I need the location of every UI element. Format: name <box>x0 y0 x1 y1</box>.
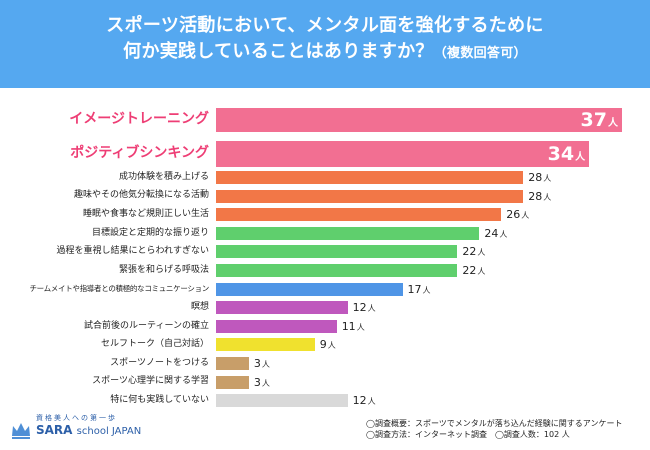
value-unit-3: 人 <box>543 174 552 183</box>
survey-notes: ◯調査概要：スポーツでメンタルが落ち込んだ経験に関するアンケート ◯調査方法：イ… <box>366 418 622 440</box>
value-unit-13: 人 <box>261 360 270 369</box>
title-banner: スポーツ活動において、メンタル面を強化するために 何か実践していることはあります… <box>0 0 650 88</box>
logo-tagline: 資格美人への第一歩 <box>36 414 117 422</box>
value-label-10: 12人 <box>353 301 376 315</box>
category-label-9: チームメイトや指導者との積極的なコミュニケーション <box>29 284 209 294</box>
value-number-14: 3 <box>253 375 261 389</box>
value-number-5: 26 <box>506 208 521 222</box>
category-label-7: 過程を重視し結果にとらわれすぎない <box>56 246 209 257</box>
logo-wordmark: SARA school JAPAN <box>36 423 141 437</box>
value-label-12: 9人 <box>320 338 336 352</box>
value-unit-14: 人 <box>261 378 270 388</box>
value-unit-10: 人 <box>367 304 376 314</box>
value-number-13: 3 <box>253 357 261 370</box>
value-label-11: 11人 <box>342 320 365 334</box>
value-number-11: 11 <box>341 319 356 333</box>
value-label-7: 22人 <box>462 245 485 259</box>
value-unit-8: 人 <box>477 267 486 276</box>
value-number-8: 22 <box>462 264 477 277</box>
value-number-7: 22 <box>462 245 477 259</box>
value-number-6: 24 <box>484 226 499 240</box>
bar-3 <box>216 171 524 184</box>
value-label-5: 26人 <box>506 208 529 222</box>
bar-8 <box>216 264 458 277</box>
category-label-3: 成功体験を積み上げる <box>118 171 209 182</box>
value-label-6: 24人 <box>484 227 507 241</box>
category-label-1: イメージトレーニング <box>69 111 209 128</box>
value-label-8: 22人 <box>462 264 485 278</box>
category-label-10: 瞑想 <box>190 302 209 313</box>
value-number-4: 28 <box>528 189 543 203</box>
category-label-11: 試合前後のルーティーンの確立 <box>83 320 209 331</box>
category-label-13: スポーツノートをつける <box>110 357 209 368</box>
bar-15 <box>216 394 348 408</box>
survey-note-2: ◯調査方法：インターネット調査 ◯調査人数：102 人 <box>366 430 570 439</box>
value-unit-9: 人 <box>422 285 431 295</box>
title-line-1: スポーツ活動において、メンタル面を強化するために <box>106 15 544 36</box>
value-unit-6: 人 <box>499 229 508 239</box>
value-label-14: 3人 <box>254 376 270 390</box>
category-label-14: スポーツ心理学に関する学習 <box>92 376 209 387</box>
bar-4 <box>216 189 524 203</box>
value-unit-5: 人 <box>521 211 530 221</box>
value-label-2: 34人 <box>548 141 585 171</box>
bar-2 <box>216 141 590 167</box>
bar-6 <box>216 226 480 240</box>
category-label-8: 緊張を和らげる呼吸法 <box>118 264 209 275</box>
bar-10 <box>216 301 348 315</box>
bar-9 <box>216 282 403 296</box>
value-label-4: 28人 <box>528 190 551 204</box>
value-unit-2: 人 <box>575 152 586 163</box>
value-unit-7: 人 <box>477 248 486 258</box>
value-number-1: 37 <box>580 109 607 131</box>
logo-brand-suffix: school JAPAN <box>76 426 142 437</box>
value-number-2: 34 <box>547 143 575 165</box>
logo: 資格美人への第一歩 SARA school JAPAN <box>10 413 190 445</box>
value-label-13: 3人 <box>254 357 270 371</box>
category-label-6: 目標設定と定期的な振り返り <box>91 227 209 238</box>
survey-note-1: ◯調査概要：スポーツでメンタルが落ち込んだ経験に関するアンケート <box>366 419 623 428</box>
bar-13 <box>216 357 249 370</box>
category-label-15: 特に何も実践していない <box>110 395 209 406</box>
value-label-15: 12人 <box>353 394 376 408</box>
title-line-2: 何か実践していることはありますか？（複数回答可） <box>0 40 650 66</box>
value-number-3: 28 <box>528 171 543 184</box>
value-unit-4: 人 <box>543 192 552 202</box>
crown-icon <box>12 423 30 439</box>
value-number-10: 12 <box>352 301 367 315</box>
category-label-4: 趣味やその他気分転換になる活動 <box>73 190 209 201</box>
title-line-2-suffix: （複数回答可） <box>433 46 527 61</box>
value-number-12: 9 <box>319 338 327 352</box>
value-unit-11: 人 <box>356 322 365 332</box>
bar-7 <box>216 245 458 259</box>
value-number-15: 12 <box>352 394 367 408</box>
value-label-3: 28人 <box>528 171 551 185</box>
category-label-2: ポジティブシンキング <box>70 145 209 162</box>
value-unit-1: 人 <box>608 118 618 129</box>
bar-14 <box>216 375 249 389</box>
logo-brand: SARA <box>36 423 73 437</box>
category-label-5: 睡眠や食事など規則正しい生活 <box>82 209 209 220</box>
value-unit-12: 人 <box>327 341 336 351</box>
value-label-1: 37人 <box>581 108 618 136</box>
value-label-9: 17人 <box>408 283 431 297</box>
bar-1 <box>216 108 622 132</box>
title-line-2-main: 何か実践していることはありますか？ <box>123 41 434 62</box>
category-label-12: セルフトーク（自己対話） <box>100 339 209 350</box>
bar-11 <box>216 319 337 333</box>
value-unit-15: 人 <box>367 397 376 407</box>
bar-5 <box>216 208 502 222</box>
bar-12 <box>216 338 315 352</box>
value-number-9: 17 <box>407 282 422 296</box>
